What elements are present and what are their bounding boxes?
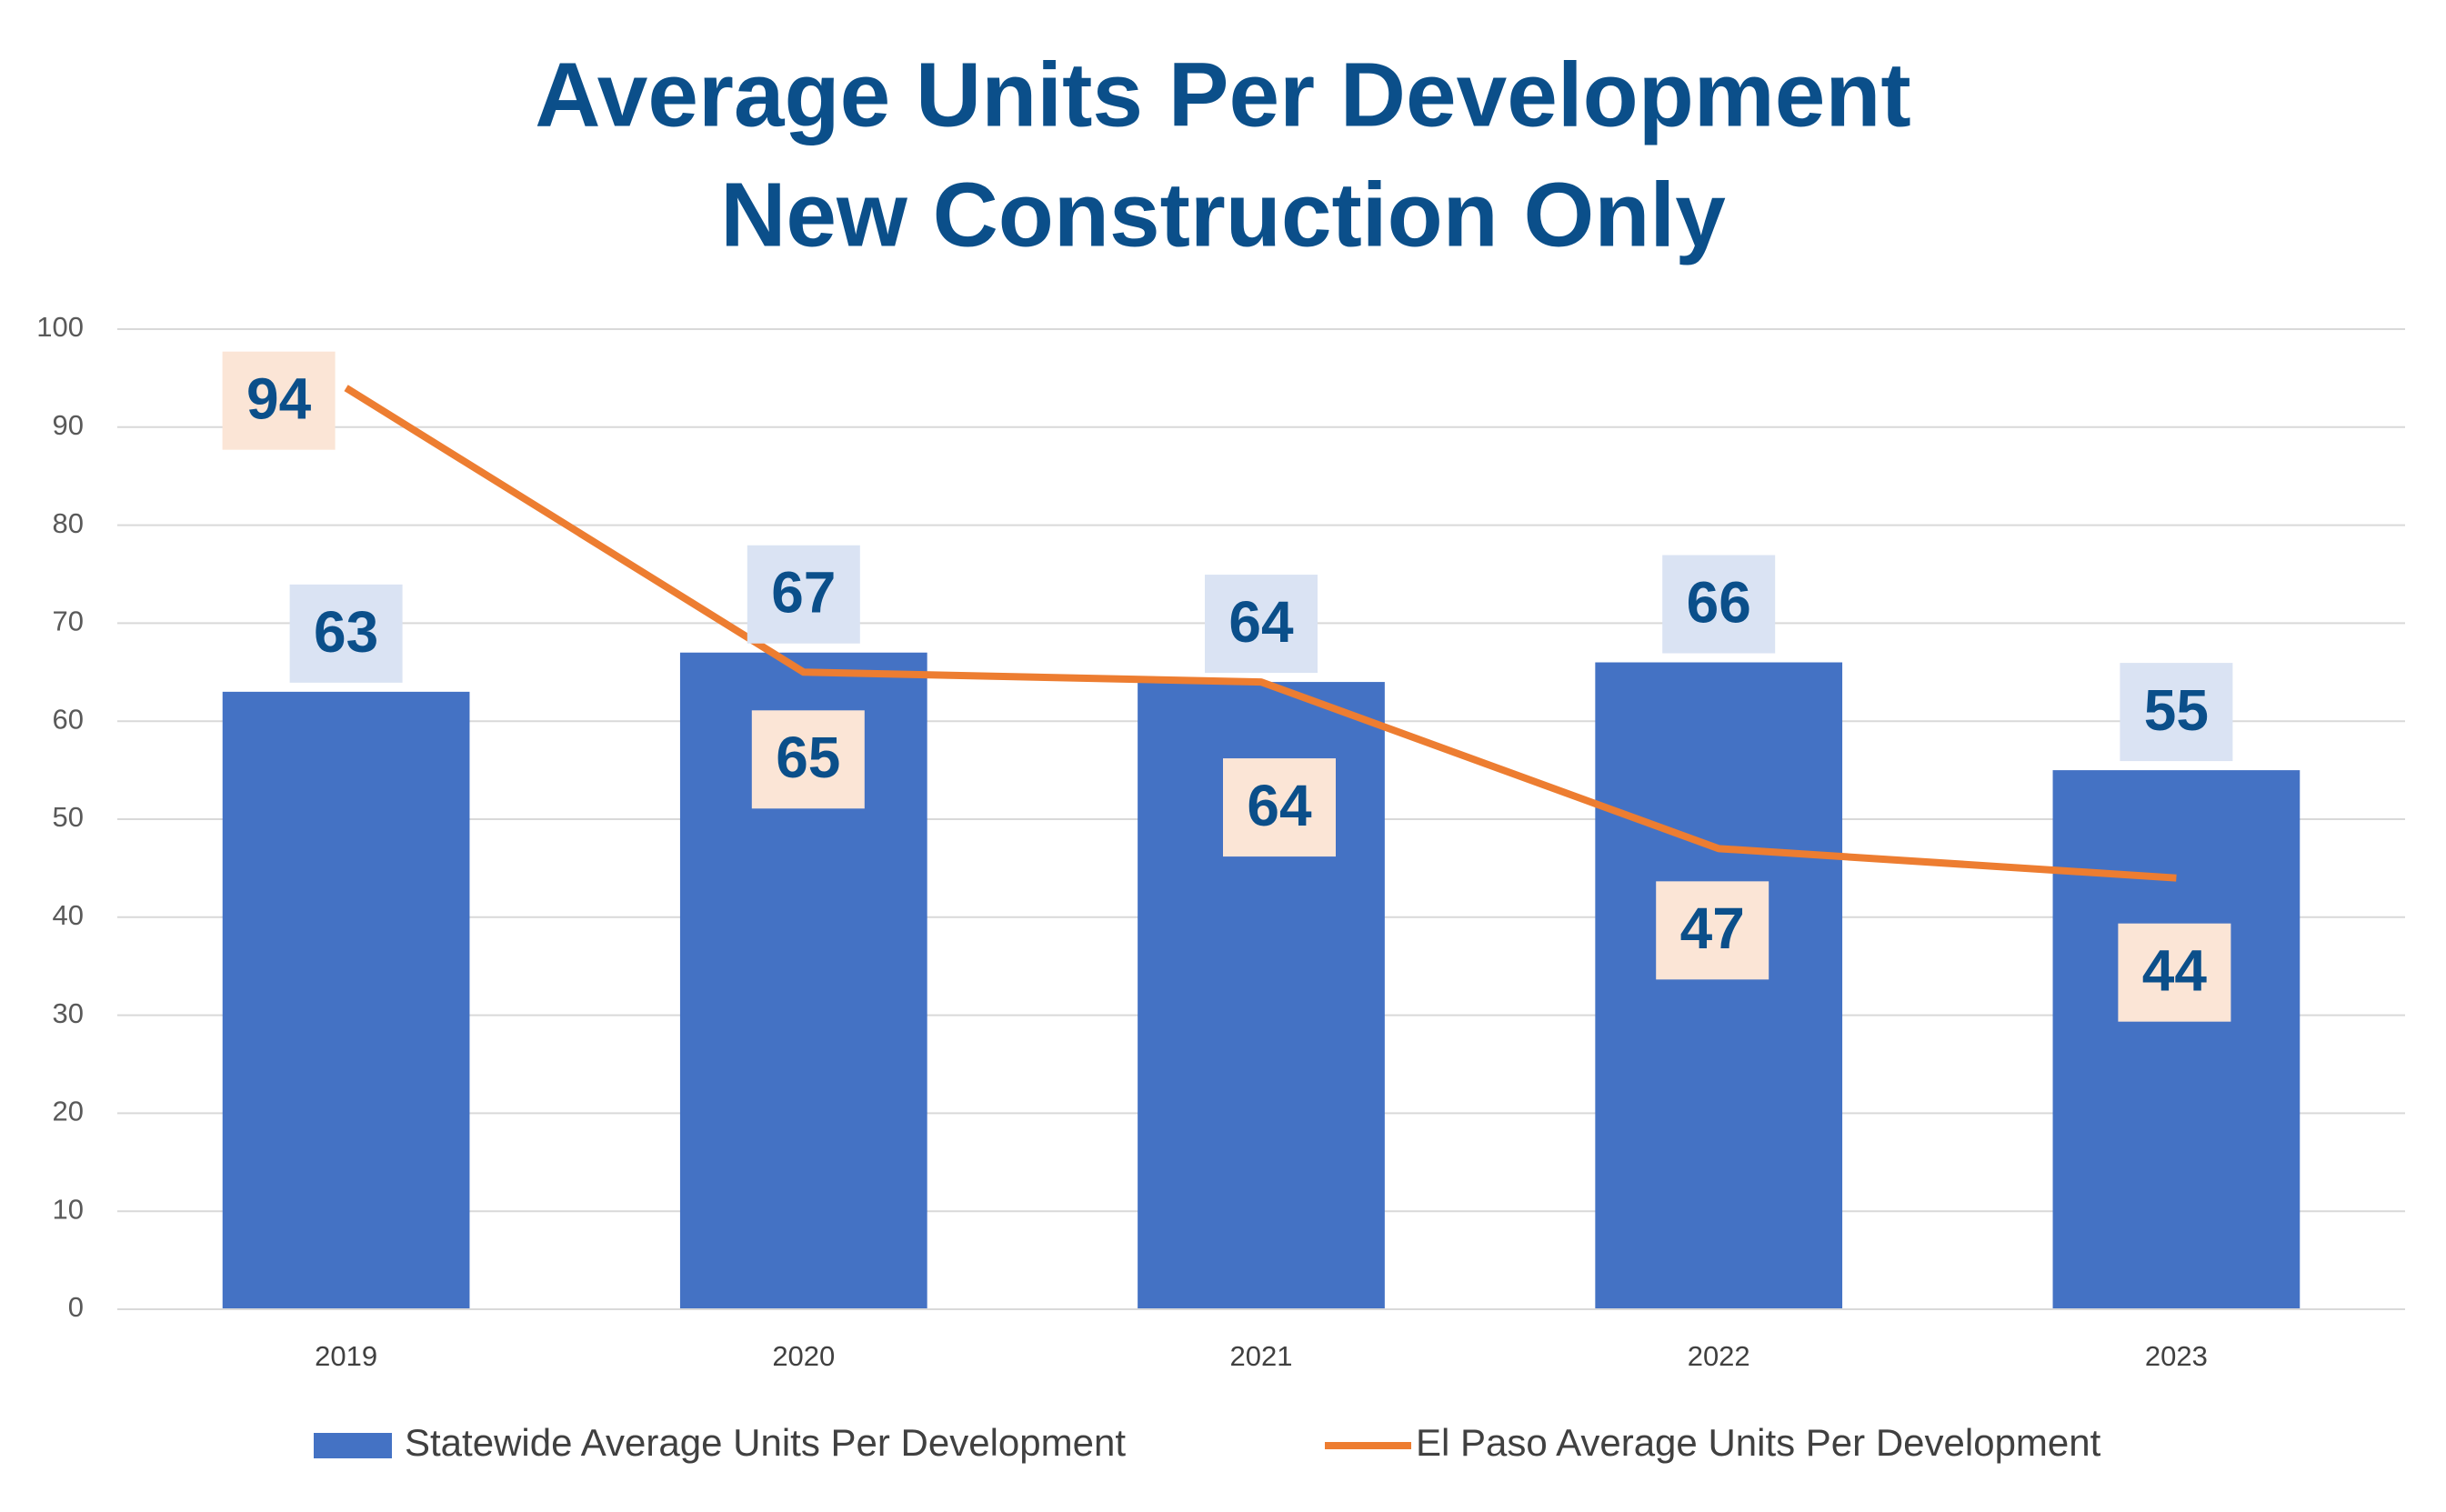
y-tick-label: 60 [53,703,84,735]
chart-subtitle: New Construction Only [720,164,1726,265]
y-tick-label: 10 [53,1193,84,1225]
data-label-box [2120,663,2233,762]
data-label: 94 [246,366,312,432]
y-tick-label: 0 [68,1291,84,1323]
x-tick-label: 2023 [2145,1340,2208,1372]
bar [222,691,470,1309]
data-label: 65 [776,725,840,790]
y-tick-label: 30 [53,997,84,1029]
data-label-box [1223,758,1336,857]
data-label-box [1656,881,1769,980]
data-label: 67 [771,560,836,626]
data-label: 64 [1247,773,1312,838]
x-tick-label: 2019 [315,1340,377,1372]
legend-label: El Paso Average Units Per Development [1416,1421,2101,1464]
bar [1595,662,1843,1309]
data-label: 55 [2144,677,2209,743]
data-label-box [2118,923,2231,1022]
x-tick-label: 2021 [1230,1340,1293,1372]
y-tick-label: 90 [53,409,84,441]
data-label: 64 [1228,589,1294,655]
x-tick-label: 2022 [1688,1340,1750,1372]
data-label-box [751,710,865,809]
y-tick-label: 100 [36,311,84,343]
data-label: 63 [314,599,378,665]
data-label-box [222,351,336,450]
y-tick-label: 80 [53,507,84,539]
data-label-box [289,584,403,683]
legend-swatch [314,1433,392,1458]
y-tick-label: 50 [53,801,84,833]
chart-title: Average Units Per Development [535,44,1910,145]
data-label-box [1205,575,1318,674]
y-tick-label: 20 [53,1096,84,1127]
y-tick-label: 70 [53,606,84,637]
data-label-box [747,545,860,644]
y-tick-label: 40 [53,899,84,931]
data-label: 66 [1687,569,1751,635]
x-tick-label: 2020 [772,1340,835,1372]
bar [2052,770,2301,1309]
data-label-box [1662,555,1776,654]
data-label: 44 [2142,938,2208,1004]
data-label: 47 [1680,896,1745,961]
line [344,385,2177,882]
legend-label: Statewide Average Units Per Development [405,1421,1126,1464]
